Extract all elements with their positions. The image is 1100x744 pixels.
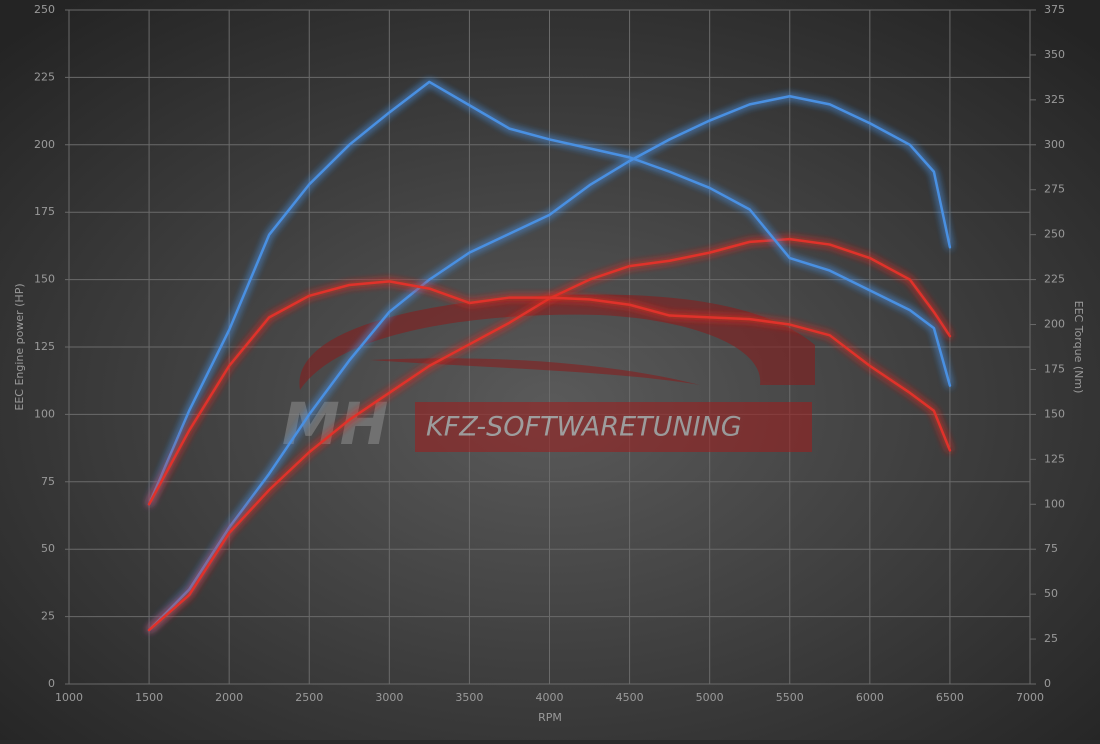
logo-banner (415, 402, 812, 452)
y2-tick-label: 325 (1044, 93, 1065, 106)
y-tick-label: 200 (34, 138, 55, 151)
y2-tick-label: 0 (1044, 677, 1051, 690)
x-tick-label: 5500 (776, 691, 804, 704)
y-tick-label: 250 (34, 3, 55, 16)
y-tick-label: 50 (41, 542, 55, 555)
y-tick-label: 175 (34, 205, 55, 218)
y2-tick-label: 300 (1044, 138, 1065, 151)
y-tick-label: 125 (34, 340, 55, 353)
x-tick-label: 1000 (55, 691, 83, 704)
y2-tick-label: 150 (1044, 407, 1065, 420)
logo-mark: MH (282, 390, 388, 458)
series-line (147, 237, 952, 632)
x-tick-label: 3000 (375, 691, 403, 704)
y-tick-label: 225 (34, 70, 55, 83)
y2-tick-label: 75 (1044, 542, 1058, 555)
y-tick-label: 100 (34, 407, 55, 420)
y-tick-label: 75 (41, 475, 55, 488)
x-tick-label: 4000 (536, 691, 564, 704)
x-tick-label: 6500 (936, 691, 964, 704)
lines (147, 80, 952, 632)
watermark: MH KFZ-SOFTWARETUNING (282, 294, 815, 458)
x-tick-label: 2000 (215, 691, 243, 704)
series-line (147, 95, 952, 632)
y-axis-label: EEC Engine power (HP) (13, 283, 26, 410)
logo-text: KFZ-SOFTWARETUNING (426, 412, 742, 443)
y2-tick-label: 250 (1044, 228, 1065, 241)
series-line (147, 280, 952, 506)
logo-swoosh (370, 358, 700, 385)
x-tick-label: 4500 (616, 691, 644, 704)
x-axis-label: RPM (538, 711, 562, 724)
y2-tick-label: 225 (1044, 273, 1065, 286)
x-tick-label: 3500 (455, 691, 483, 704)
y2-tick-label: 125 (1044, 452, 1065, 465)
y-tick-label: 25 (41, 610, 55, 623)
x-tick-label: 2500 (295, 691, 323, 704)
y2-tick-label: 200 (1044, 318, 1065, 331)
y-tick-label: 0 (48, 677, 55, 690)
y2-tick-label: 275 (1044, 183, 1065, 196)
y2-tick-label: 100 (1044, 497, 1065, 510)
y2-tick-label: 25 (1044, 632, 1058, 645)
y2-tick-label: 50 (1044, 587, 1058, 600)
series-line (147, 80, 952, 506)
y2-axis-label: EEC Torque (Nm) (1072, 301, 1085, 394)
y2-tick-label: 375 (1044, 3, 1065, 16)
x-tick-label: 7000 (1016, 691, 1044, 704)
y2-tick-label: 175 (1044, 362, 1065, 375)
y2-tick-label: 350 (1044, 48, 1065, 61)
x-tick-label: 6000 (856, 691, 884, 704)
grid: 1000 1500 2000 2500 3000 3500 4000 4500 5000 5500… (34, 3, 1065, 704)
x-tick-label: 1500 (135, 691, 163, 704)
x-tick-label: 5000 (696, 691, 724, 704)
logo-swoosh (299, 294, 815, 390)
y-tick-label: 150 (34, 273, 55, 286)
